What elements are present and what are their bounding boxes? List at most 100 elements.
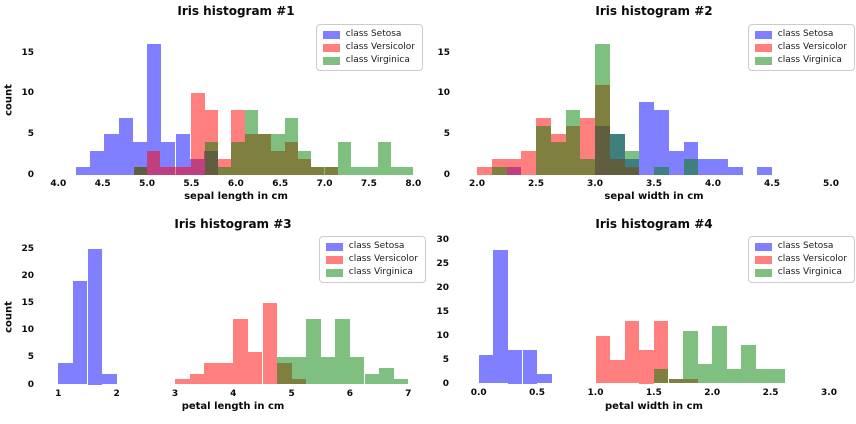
- x-tick-label: 2.0: [469, 179, 485, 189]
- legend-label: class Virginica: [348, 267, 413, 277]
- legend-label: class Setosa: [777, 29, 834, 39]
- hist-bar-virginica: [244, 109, 258, 175]
- x-tick-label: 6.5: [272, 179, 289, 189]
- hist-bar-virginica: [335, 319, 350, 385]
- x-axis-label: petal length in cm: [181, 400, 285, 412]
- hist-bar-versicolor: [191, 93, 205, 175]
- legend-swatch-virginica: [325, 268, 343, 277]
- legend-swatch-setosa: [325, 242, 343, 251]
- y-tick-label: 25: [21, 243, 34, 254]
- hist-bar-virginica: [609, 134, 625, 176]
- legend-label: class Versicolor: [777, 254, 847, 264]
- y-tick-label: 15: [21, 298, 34, 309]
- hist-bar-versicolor: [506, 158, 522, 175]
- hist-bar-versicolor: [204, 109, 218, 175]
- hist-bar-versicolor: [231, 109, 245, 175]
- hist-bar-virginica: [393, 379, 409, 385]
- x-tick-label: 3.0: [587, 179, 603, 189]
- hist-bar-virginica: [271, 134, 285, 176]
- hist-bar-virginica: [320, 357, 336, 385]
- y-tick-label: 25: [436, 259, 449, 269]
- hist-bar-versicolor: [653, 321, 669, 384]
- legend-swatch-versicolor: [754, 255, 772, 264]
- y-tick-label: 20: [21, 270, 34, 281]
- hist-bar-virginica: [349, 357, 365, 385]
- y-tick-label: 15: [436, 306, 449, 317]
- legend-item: class Setosa: [754, 241, 847, 252]
- hist-bar-virginica: [712, 326, 727, 384]
- hist-bar-versicolor: [297, 158, 312, 175]
- hist-bar-versicolor: [175, 379, 190, 385]
- legend: class Setosa class Versicolor class Virgin…: [315, 24, 423, 71]
- hist-bar-setosa: [493, 249, 508, 384]
- hist-bar-versicolor: [233, 319, 248, 385]
- x-tick-label: 1.5: [645, 387, 662, 398]
- hist-bar-virginica: [311, 166, 338, 175]
- legend-label: class Virginica: [777, 55, 842, 65]
- legend-swatch-virginica: [754, 56, 772, 65]
- y-axis-label: count: [3, 301, 15, 333]
- x-axis-label: sepal length in cm: [184, 190, 288, 202]
- hist-bar-setosa: [757, 166, 773, 175]
- hist-bar-virginica: [683, 158, 699, 175]
- hist-bar-versicolor: [218, 158, 232, 175]
- y-axis-label: count: [3, 84, 15, 116]
- hist-bar-setosa: [147, 44, 162, 175]
- y-tick-label: 5: [443, 129, 450, 140]
- hist-bar-versicolor: [609, 158, 625, 175]
- hist-bar-setosa: [118, 117, 133, 175]
- x-tick-label: 5.5: [183, 179, 200, 189]
- subplot-title: Iris histogram #1: [177, 4, 295, 18]
- y-tick-label: 10: [436, 330, 449, 341]
- legend: class Setosa class Versicolor class Virgin…: [747, 236, 855, 283]
- hist-bar-virginica: [756, 369, 786, 384]
- hist-bar-setosa: [522, 350, 538, 384]
- x-axis-label: sepal width in cm: [604, 190, 704, 202]
- hist-bar-versicolor: [147, 150, 161, 175]
- hist-bar-setosa: [87, 248, 103, 385]
- x-tick-label: 7.5: [360, 179, 377, 189]
- y-tick-label: 30: [436, 235, 449, 246]
- legend-item: class Versicolor: [322, 42, 415, 53]
- x-tick-label: 6.0: [227, 179, 244, 189]
- y-tick-label: 0: [443, 170, 450, 180]
- hist-bar-versicolor: [284, 142, 298, 175]
- hist-bar-versicolor: [536, 117, 551, 175]
- y-tick-label: 10: [21, 325, 34, 336]
- hist-bar-setosa: [478, 354, 494, 384]
- hist-bar-setosa: [90, 150, 105, 175]
- legend-label: class Setosa: [345, 29, 402, 39]
- hist-bar-versicolor: [262, 303, 278, 385]
- legend-item: class Virginica: [322, 55, 415, 66]
- hist-bar-setosa: [132, 142, 147, 175]
- hist-bar-setosa: [609, 134, 625, 176]
- y-tick-label: 5: [27, 352, 34, 363]
- legend-item: class Versicolor: [754, 42, 847, 53]
- legend-item: class Setosa: [322, 29, 415, 40]
- hist-bar-setosa: [639, 101, 655, 175]
- hist-bar-virginica: [364, 373, 380, 385]
- hist-bar-versicolor: [173, 166, 192, 175]
- x-tick-label: 0.5: [529, 387, 546, 398]
- subplot-title: Iris histogram #4: [595, 216, 713, 231]
- legend-swatch-virginica: [322, 56, 340, 65]
- hist-bar-versicolor: [668, 378, 684, 384]
- hist-bar-virginica: [550, 142, 566, 175]
- y-tick-label: 10: [437, 88, 450, 99]
- y-tick-label: 0: [27, 170, 34, 180]
- hist-bar-versicolor: [565, 126, 581, 175]
- hist-bar-virginica: [741, 345, 756, 384]
- hist-bar-setosa: [727, 166, 743, 175]
- x-axis-label: petal width in cm: [605, 400, 703, 412]
- legend: class Setosa class Versicolor class Virgin…: [747, 24, 855, 71]
- hist-bar-virginica: [291, 357, 307, 385]
- hist-bar-versicolor: [624, 321, 640, 384]
- hist-bar-virginica: [133, 166, 147, 175]
- hist-bar-versicolor: [491, 158, 507, 175]
- legend: class Setosa class Versicolor class Virgin…: [318, 236, 426, 283]
- hist-bar-versicolor: [324, 166, 338, 175]
- hist-bar-virginica: [726, 369, 742, 384]
- hist-bar-virginica: [654, 166, 669, 175]
- x-tick-label: 4.0: [705, 179, 721, 189]
- legend-item: class Virginica: [754, 267, 847, 278]
